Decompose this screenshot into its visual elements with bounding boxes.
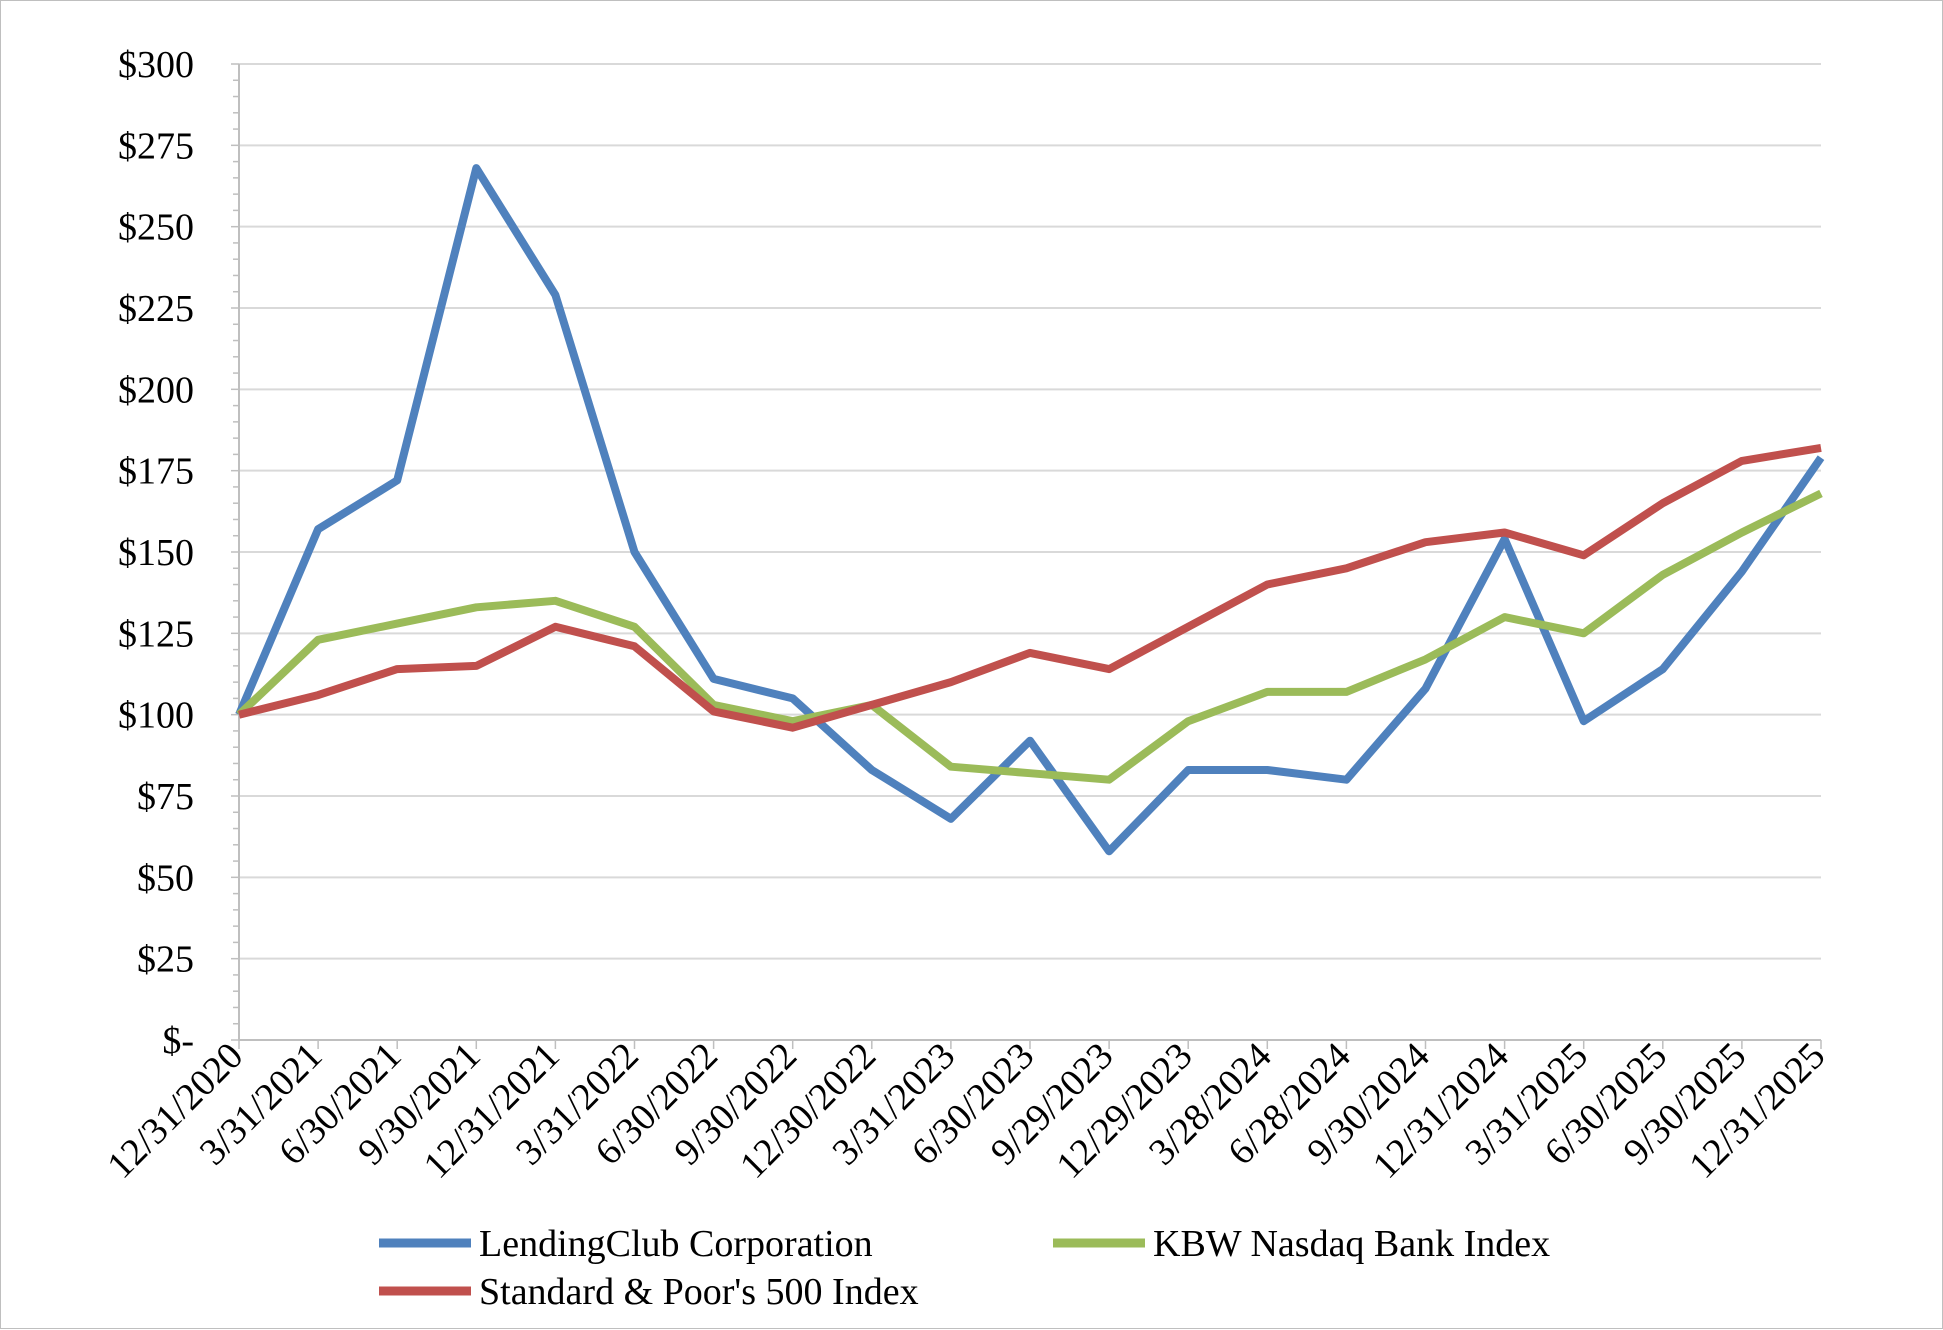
series-lines xyxy=(235,164,1825,856)
x-axis-tick-labels: 12/31/20203/31/20216/30/20219/30/202112/… xyxy=(99,1035,1833,1187)
legend-label-lendingclub: LendingClub Corporation xyxy=(479,1223,873,1265)
legend-label-kbw: KBW Nasdaq Bank Index xyxy=(1153,1223,1550,1265)
y-tick-label: $125 xyxy=(118,613,194,655)
y-tick-label: $175 xyxy=(118,451,194,493)
y-tick-label: $275 xyxy=(118,125,194,167)
y-tick-label: $150 xyxy=(118,532,194,574)
series-line-1 xyxy=(236,489,1823,784)
y-tick-label: $25 xyxy=(137,939,194,981)
legend-entry-sp500: Standard & Poor's 500 Index xyxy=(379,1271,919,1313)
legend-entry-lendingclub: LendingClub Corporation xyxy=(379,1223,873,1265)
y-tick-label: $300 xyxy=(118,44,194,86)
y-tick-label: $200 xyxy=(118,369,194,411)
y-tick-label: $75 xyxy=(137,776,194,818)
y-tick-label: $50 xyxy=(137,857,194,899)
legend: LendingClub Corporation KBW Nasdaq Bank … xyxy=(379,1223,1550,1313)
legend-entry-kbw: KBW Nasdaq Bank Index xyxy=(1053,1223,1550,1265)
y-axis-tick-labels: $- $25 $50 $75 $100 $125 $150 $175 $200 $225 $250 $… xyxy=(118,44,194,1062)
y-tick-label: $- xyxy=(162,1020,194,1062)
legend-label-sp500: Standard & Poor's 500 Index xyxy=(479,1271,919,1313)
series-line-2 xyxy=(238,443,1822,732)
series-line-0 xyxy=(235,164,1825,856)
y-tick-label: $100 xyxy=(118,695,194,737)
gridlines xyxy=(239,63,1821,960)
axes xyxy=(231,63,1822,1049)
y-tick-label: $250 xyxy=(118,207,194,249)
y-tick-label: $225 xyxy=(118,288,194,330)
